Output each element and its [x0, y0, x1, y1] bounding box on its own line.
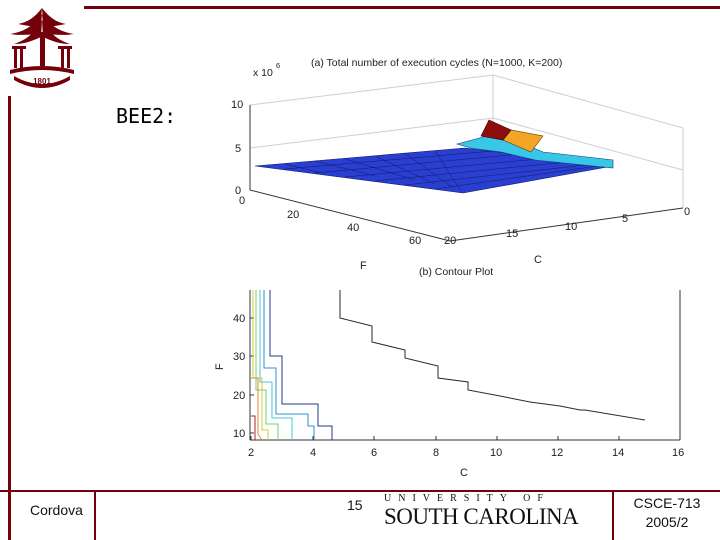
slide-heading: BEE2:: [116, 104, 177, 128]
contour-xlabel: C: [460, 467, 468, 479]
contour-line: [263, 290, 315, 440]
surface-c-label: C: [534, 254, 542, 266]
contour-y-tick: 20: [233, 390, 245, 402]
contour-x-tick: 2: [248, 447, 254, 459]
contour-x-tick: 8: [433, 447, 439, 459]
surface-multiplier: x 10: [253, 67, 273, 79]
surface-f-tick: 40: [347, 222, 359, 234]
contour-line: [252, 290, 269, 440]
surface-f-tick: 20: [287, 209, 299, 221]
surface-title: (a) Total number of execution cycles (N=…: [311, 57, 562, 69]
seal-year: 1801: [33, 77, 51, 86]
footer-divider-right: [612, 490, 614, 540]
contour-line: [259, 290, 293, 440]
surface-c-tick: 15: [506, 228, 518, 240]
university-wordmark-line1: UNIVERSITY OF: [384, 493, 550, 504]
contour-x-tick: 16: [672, 447, 684, 459]
footer-author: Cordova: [30, 502, 83, 518]
contour-y-tick: 30: [233, 351, 245, 363]
surface-exponent: 6: [276, 61, 280, 70]
contour-title: (b) Contour Plot: [419, 266, 493, 278]
contour-x-tick: 14: [612, 447, 624, 459]
surface-c-tick: 20: [444, 235, 456, 247]
surface-c-tick: 0: [684, 206, 690, 218]
footer-term: 2005/2: [645, 514, 689, 530]
contour-line: [255, 290, 279, 440]
university-wordmark-line2: SOUTH CAROLINA: [384, 504, 579, 529]
surface-z-tick: 10: [231, 99, 243, 111]
surface-plot: x 10 6 (a) Total number of execution cyc…: [231, 57, 690, 278]
contour-ylabel: F: [214, 363, 226, 370]
contour-y-tick: 40: [233, 313, 245, 325]
contour-line: [339, 290, 646, 421]
left-rule: [8, 96, 11, 540]
surface-z-tick: 0: [235, 185, 241, 197]
top-rule: [84, 6, 720, 9]
surface-c-tick: 10: [565, 221, 577, 233]
contour-x-tick: 4: [310, 447, 316, 459]
university-wordmark: UNIVERSITY OF SOUTH CAROLINA: [384, 493, 596, 533]
university-seal-logo: 1801: [10, 8, 74, 88]
footer-divider-left: [94, 490, 96, 540]
surface-z-tick: 5: [235, 143, 241, 155]
surface-f-tick: 60: [409, 235, 421, 247]
contour-plot: 40 30 20 10 F 2 4 6 8 10 12 14 16 C: [214, 290, 684, 479]
contour-x-tick: 6: [371, 447, 377, 459]
contour-y-tick: 10: [233, 428, 245, 440]
bottom-rule: [0, 490, 720, 492]
contour-x-tick: 10: [490, 447, 502, 459]
surface-c-tick: 5: [622, 213, 628, 225]
contour-line: [269, 290, 333, 440]
footer-course: CSCE-713: [633, 495, 701, 511]
surface-f-label: F: [360, 260, 367, 272]
surface-red-peak: [480, 119, 512, 141]
contour-line: [251, 415, 256, 440]
contour-line: [251, 377, 263, 441]
footer-page-number: 15: [347, 497, 363, 513]
surface-f-tick: 0: [239, 195, 245, 207]
contour-x-tick: 12: [551, 447, 563, 459]
